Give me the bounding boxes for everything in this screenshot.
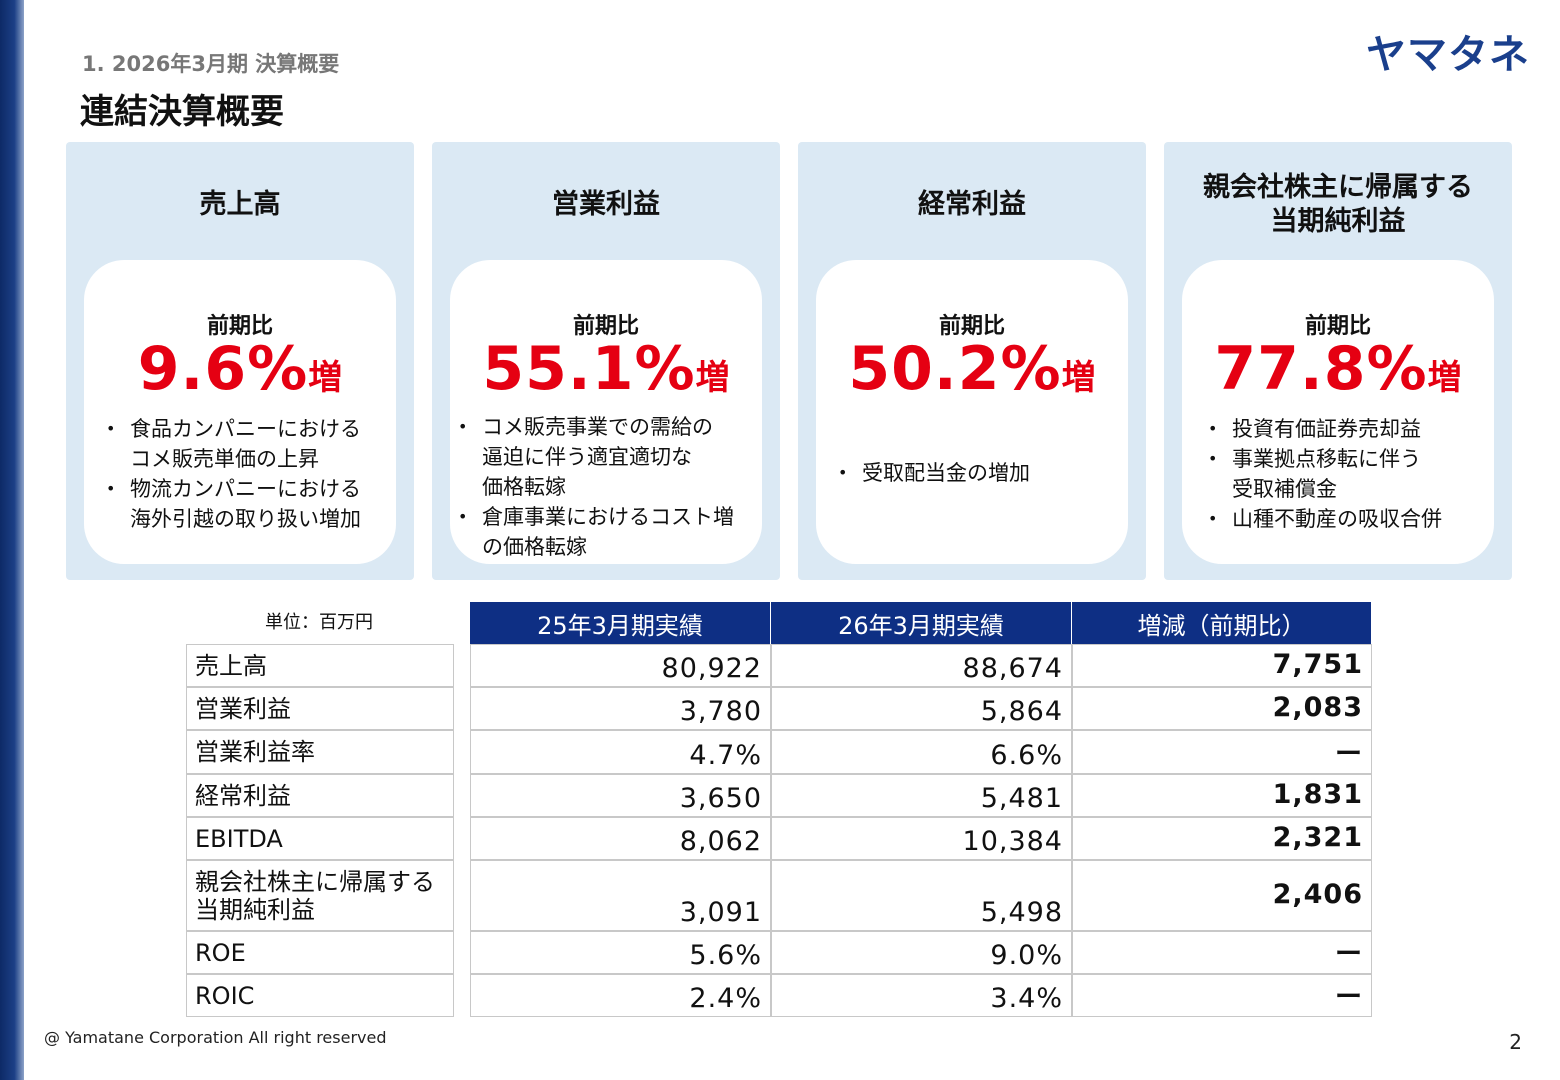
growth-suffix: 増 xyxy=(1427,358,1462,398)
row-label: EBITDA xyxy=(186,817,454,860)
cell-fy25: 3,091 xyxy=(470,860,771,931)
cell-fy25: 2.4% xyxy=(470,974,771,1017)
reason-item: 山種不動産の吸収合併 xyxy=(1204,504,1442,534)
cell-fy26: 10,384 xyxy=(771,817,1072,860)
reason-item: 食品カンパニーにおける コメ販売単価の上昇 xyxy=(102,414,361,474)
comparison-label: 前期比 xyxy=(1304,314,1371,339)
cell-fy25: 4.7% xyxy=(470,730,771,774)
side-accent-bar xyxy=(0,0,24,1080)
comparison-label: 前期比 xyxy=(572,314,639,339)
company-logo: ヤマタネ xyxy=(1366,32,1530,78)
cell-change: 2,083 xyxy=(1072,687,1372,730)
growth-suffix: 増 xyxy=(308,358,343,398)
card-title: 営業利益 xyxy=(552,189,660,220)
kpi-card-sales: 売上高 前期比 9.6%増 食品カンパニーにおける コメ販売単価の上昇 物流カン… xyxy=(66,142,414,580)
page-title: 連結決算概要 xyxy=(80,92,284,132)
cell-fy26: 88,674 xyxy=(771,644,1072,687)
growth-percent: 50.2% xyxy=(848,334,1062,404)
cell-fy26: 6.6% xyxy=(771,730,1072,774)
unit-label: 単位：百万円 xyxy=(265,612,373,633)
reason-list: 食品カンパニーにおける コメ販売単価の上昇 物流カンパニーにおける 海外引越の取… xyxy=(102,414,361,534)
comparison-value: 55.1%増 xyxy=(450,334,762,404)
reason-item: 事業拠点移転に伴う 受取補償金 xyxy=(1204,444,1442,504)
cell-change: ー xyxy=(1072,730,1372,774)
growth-suffix: 増 xyxy=(695,358,730,398)
row-label: 営業利益率 xyxy=(186,730,454,774)
card-inner-panel: 前期比 9.6%増 食品カンパニーにおける コメ販売単価の上昇 物流カンパニーに… xyxy=(84,260,396,564)
reason-item: 物流カンパニーにおける 海外引越の取り扱い増加 xyxy=(102,474,361,534)
card-inner-panel: 前期比 50.2%増 受取配当金の増加 xyxy=(816,260,1128,564)
card-inner-panel: 前期比 77.8%増 投資有価証券売却益 事業拠点移転に伴う 受取補償金 山種不… xyxy=(1182,260,1494,564)
section-label: 1. 2026年3月期 決算概要 xyxy=(82,52,340,76)
copyright-footer: @ Yamatane Corporation All right reserve… xyxy=(44,1028,387,1047)
growth-percent: 9.6% xyxy=(137,334,309,404)
cell-fy25: 8,062 xyxy=(470,817,771,860)
row-label: 経常利益 xyxy=(186,774,454,817)
cell-fy26: 5,498 xyxy=(771,860,1072,931)
row-label: ROIC xyxy=(186,974,454,1017)
cell-change: ー xyxy=(1072,974,1372,1017)
reason-item: 投資有価証券売却益 xyxy=(1204,414,1442,444)
reason-item: コメ販売事業での需給の 逼迫に伴う適宜適切な 価格転嫁 xyxy=(454,412,734,502)
kpi-card-ordinary-profit: 経常利益 前期比 50.2%増 受取配当金の増加 xyxy=(798,142,1146,580)
kpi-card-net-income: 親会社株主に帰属する 当期純利益 前期比 77.8%増 投資有価証券売却益 事業… xyxy=(1164,142,1512,580)
table-header-fy26: 26年3月期実績 xyxy=(771,602,1072,644)
cell-fy25: 5.6% xyxy=(470,931,771,974)
table-header-change: 増減（前期比） xyxy=(1072,602,1372,644)
card-title: 経常利益 xyxy=(918,189,1026,220)
reason-list: コメ販売事業での需給の 逼迫に伴う適宜適切な 価格転嫁 倉庫事業におけるコスト増… xyxy=(454,412,734,562)
cell-change: 7,751 xyxy=(1072,644,1372,687)
row-label: 営業利益 xyxy=(186,687,454,730)
cell-fy26: 9.0% xyxy=(771,931,1072,974)
row-label: 親会社株主に帰属する 当期純利益 xyxy=(186,860,454,931)
reason-item: 受取配当金の増加 xyxy=(834,458,1030,488)
table-header-fy25: 25年3月期実績 xyxy=(470,602,771,644)
card-title: 売上高 xyxy=(199,189,281,220)
reason-list: 受取配当金の増加 xyxy=(834,458,1030,488)
cell-change: 2,406 xyxy=(1072,860,1372,931)
reason-list: 投資有価証券売却益 事業拠点移転に伴う 受取補償金 山種不動産の吸収合併 xyxy=(1204,414,1442,534)
cell-fy25: 3,650 xyxy=(470,774,771,817)
cell-change: 1,831 xyxy=(1072,774,1372,817)
cell-fy26: 5,864 xyxy=(771,687,1072,730)
card-inner-panel: 前期比 55.1%増 コメ販売事業での需給の 逼迫に伴う適宜適切な 価格転嫁 倉… xyxy=(450,260,762,564)
comparison-value: 50.2%増 xyxy=(816,334,1128,404)
row-label: 売上高 xyxy=(186,644,454,687)
cell-fy26: 5,481 xyxy=(771,774,1072,817)
growth-suffix: 増 xyxy=(1061,358,1096,398)
cell-change: ー xyxy=(1072,931,1372,974)
cell-fy25: 80,922 xyxy=(470,644,771,687)
cell-fy26: 3.4% xyxy=(771,974,1072,1017)
reason-item: 倉庫事業におけるコスト増 の価格転嫁 xyxy=(454,502,734,562)
comparison-value: 77.8%増 xyxy=(1182,334,1494,404)
row-label: ROE xyxy=(186,931,454,974)
cell-fy25: 3,780 xyxy=(470,687,771,730)
growth-percent: 55.1% xyxy=(482,334,696,404)
comparison-label: 前期比 xyxy=(206,314,273,339)
cell-change: 2,321 xyxy=(1072,817,1372,860)
page-number: 2 xyxy=(1509,1030,1522,1054)
comparison-value: 9.6%増 xyxy=(84,334,396,404)
comparison-label: 前期比 xyxy=(938,314,1005,339)
growth-percent: 77.8% xyxy=(1214,334,1428,404)
kpi-card-operating-profit: 営業利益 前期比 55.1%増 コメ販売事業での需給の 逼迫に伴う適宜適切な 価… xyxy=(432,142,780,580)
card-title: 親会社株主に帰属する 当期純利益 xyxy=(1203,172,1473,237)
